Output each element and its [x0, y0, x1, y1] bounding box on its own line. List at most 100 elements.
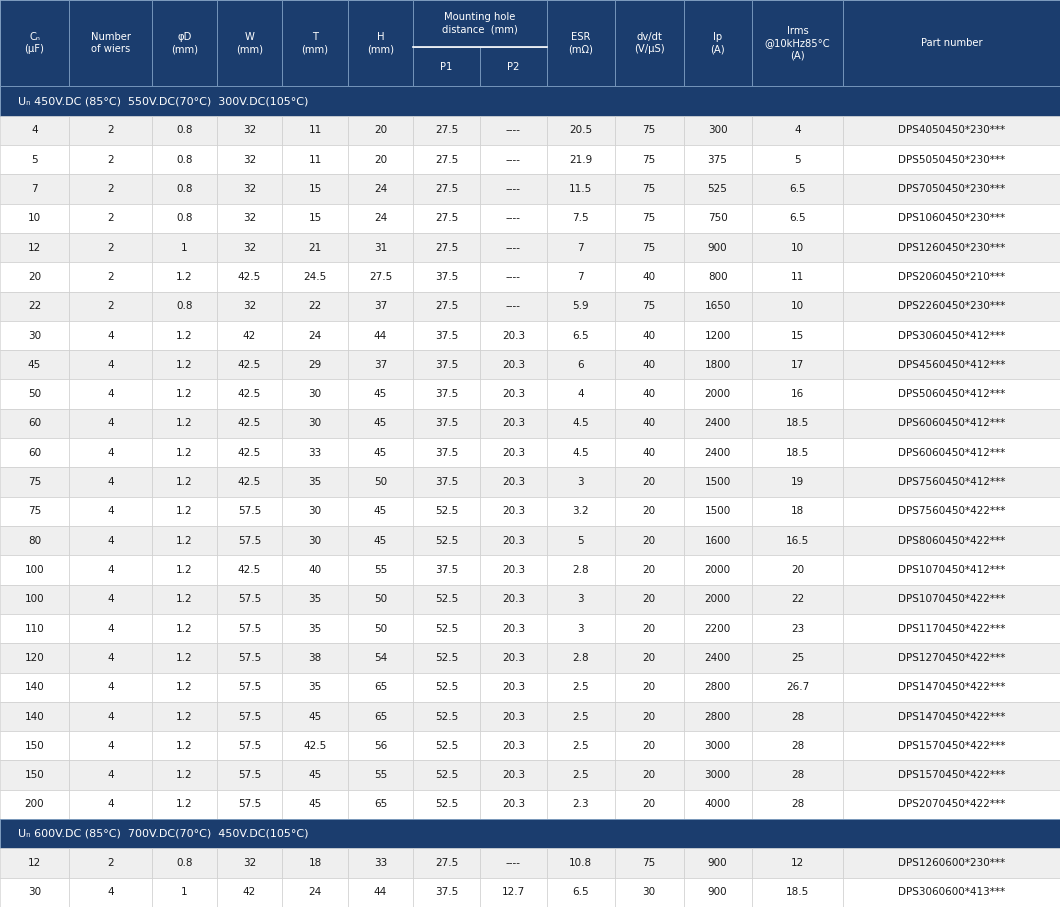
Text: 375: 375 — [708, 155, 727, 165]
Text: 52.5: 52.5 — [435, 741, 458, 751]
Bar — [348, 760, 413, 790]
Text: 22: 22 — [791, 594, 803, 604]
Text: DPS8060450*422***: DPS8060450*422*** — [898, 536, 1005, 546]
Bar — [615, 790, 684, 819]
Bar — [752, 614, 844, 643]
Bar — [153, 145, 216, 174]
Bar — [348, 409, 413, 438]
Text: 12: 12 — [791, 858, 803, 868]
Bar — [413, 731, 480, 760]
Bar — [615, 0, 684, 86]
Text: 44: 44 — [374, 330, 387, 340]
Text: DPS1070450*412***: DPS1070450*412*** — [898, 565, 1005, 575]
Bar — [684, 116, 752, 145]
Text: 35: 35 — [308, 682, 321, 692]
Text: 16: 16 — [791, 389, 803, 399]
Text: 42.5: 42.5 — [303, 741, 326, 751]
Bar — [216, 409, 282, 438]
Text: 45: 45 — [308, 711, 321, 721]
Bar — [684, 379, 752, 409]
Text: 42.5: 42.5 — [237, 389, 261, 399]
Text: 37.5: 37.5 — [435, 887, 458, 897]
Text: 525: 525 — [708, 184, 727, 194]
Bar — [480, 438, 547, 467]
Text: Uₙ 450V.DC (85°C)  550V.DC(70°C)  300V.DC(105°C): Uₙ 450V.DC (85°C) 550V.DC(70°C) 300V.DC(… — [18, 96, 308, 106]
Text: 20.3: 20.3 — [501, 770, 525, 780]
Text: 42.5: 42.5 — [237, 418, 261, 428]
Bar — [752, 409, 844, 438]
Text: ----: ---- — [506, 858, 520, 868]
Text: 30: 30 — [642, 887, 656, 897]
Text: 4: 4 — [107, 887, 114, 897]
Text: 20.3: 20.3 — [501, 506, 525, 516]
Text: DPS1570450*422***: DPS1570450*422*** — [898, 770, 1005, 780]
Text: 1.2: 1.2 — [176, 536, 193, 546]
Text: 12: 12 — [28, 858, 41, 868]
Text: 100: 100 — [24, 594, 45, 604]
Bar — [0, 438, 69, 467]
Text: 4: 4 — [107, 711, 114, 721]
Text: 57.5: 57.5 — [237, 682, 261, 692]
Text: DPS4050450*230***: DPS4050450*230*** — [898, 125, 1005, 135]
Bar — [282, 643, 348, 673]
Bar — [282, 379, 348, 409]
Bar — [0, 86, 1060, 116]
Text: DPS1470450*422***: DPS1470450*422*** — [898, 711, 1005, 721]
Bar — [844, 116, 1060, 145]
Text: 35: 35 — [308, 594, 321, 604]
Bar — [547, 497, 615, 526]
Text: 3000: 3000 — [705, 741, 730, 751]
Bar — [69, 585, 153, 614]
Bar — [752, 555, 844, 585]
Text: 1500: 1500 — [705, 477, 730, 487]
Text: 20: 20 — [642, 565, 656, 575]
Bar — [844, 848, 1060, 878]
Bar — [282, 262, 348, 291]
Text: 52.5: 52.5 — [435, 682, 458, 692]
Bar — [282, 0, 348, 86]
Bar — [348, 321, 413, 350]
Text: 1: 1 — [181, 242, 188, 253]
Text: 2: 2 — [107, 301, 114, 311]
Bar — [752, 438, 844, 467]
Text: 15: 15 — [308, 184, 321, 194]
Text: 17: 17 — [791, 360, 803, 370]
Bar — [547, 878, 615, 907]
Bar — [615, 350, 684, 379]
Bar — [547, 526, 615, 555]
Bar — [216, 878, 282, 907]
Bar — [844, 673, 1060, 702]
Text: Number
of wiers: Number of wiers — [91, 33, 130, 54]
Text: 35: 35 — [308, 477, 321, 487]
Bar — [153, 438, 216, 467]
Bar — [348, 145, 413, 174]
Text: 20: 20 — [642, 770, 656, 780]
Bar — [684, 702, 752, 731]
Text: 75: 75 — [28, 506, 41, 516]
Bar — [413, 174, 480, 204]
Text: dv/dt
(V/μS): dv/dt (V/μS) — [634, 33, 665, 54]
Text: 75: 75 — [642, 301, 656, 311]
Bar — [684, 643, 752, 673]
Bar — [615, 526, 684, 555]
Text: 0.8: 0.8 — [176, 213, 193, 223]
Text: 20.3: 20.3 — [501, 389, 525, 399]
Text: 52.5: 52.5 — [435, 506, 458, 516]
Bar — [0, 204, 69, 233]
Text: 6.5: 6.5 — [789, 213, 806, 223]
Text: 2.5: 2.5 — [572, 711, 589, 721]
Bar — [684, 555, 752, 585]
Text: 45: 45 — [308, 799, 321, 809]
Text: 57.5: 57.5 — [237, 799, 261, 809]
Bar — [282, 350, 348, 379]
Bar — [615, 878, 684, 907]
Text: DPS7560450*412***: DPS7560450*412*** — [898, 477, 1005, 487]
Text: 20.3: 20.3 — [501, 741, 525, 751]
Bar — [216, 790, 282, 819]
Text: 37.5: 37.5 — [435, 418, 458, 428]
Text: 4: 4 — [107, 741, 114, 751]
Text: 10: 10 — [791, 301, 803, 311]
Bar — [0, 291, 69, 321]
Text: 55: 55 — [374, 770, 387, 780]
Text: 40: 40 — [642, 389, 656, 399]
